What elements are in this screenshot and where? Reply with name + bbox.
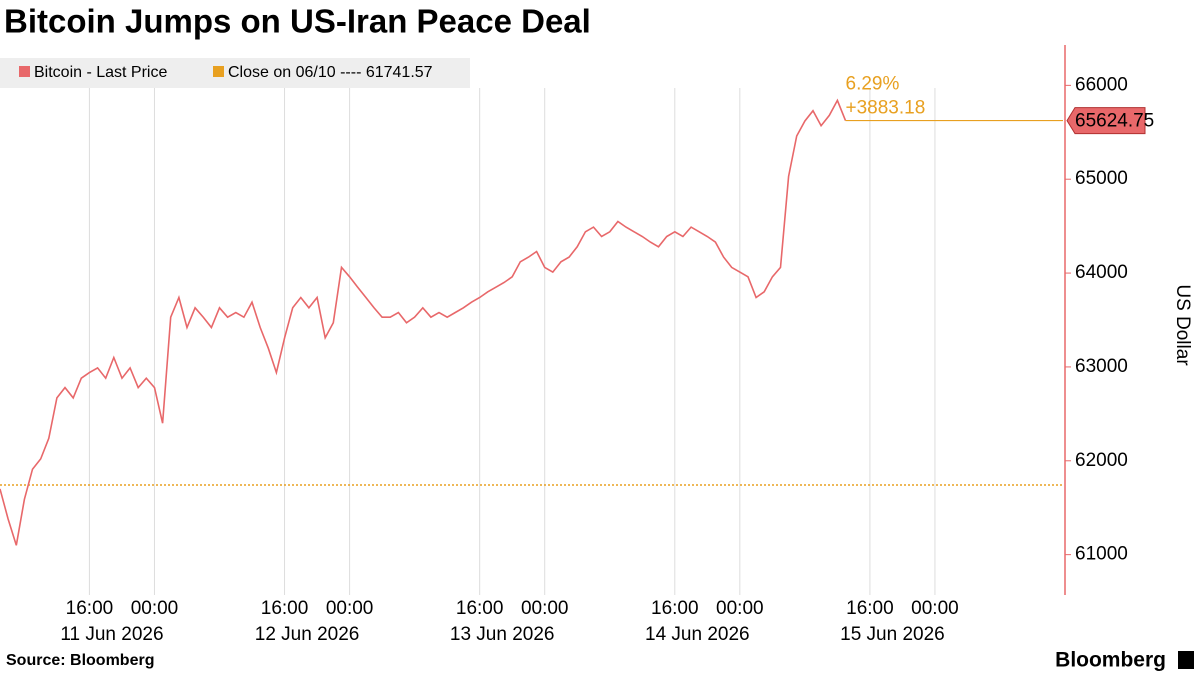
last-value-label: 65624.75: [1075, 111, 1154, 132]
y-tick-label: 66000: [1075, 74, 1128, 95]
chart-title: Bitcoin Jumps on US-Iran Peace Deal: [4, 3, 591, 40]
last-value-tag: [1066, 107, 1146, 135]
x-date-label: 15 Jun 2026: [840, 624, 945, 645]
x-date-label: 14 Jun 2026: [645, 624, 750, 645]
x-tick-label: 16:00: [261, 598, 309, 619]
x-tick-label: 00:00: [326, 598, 374, 619]
y-tick-label: 64000: [1075, 262, 1128, 283]
y-tick-label: 62000: [1075, 450, 1128, 471]
y-tick-label: 61000: [1075, 544, 1128, 565]
legend-label: Bitcoin - Last Price: [34, 64, 167, 81]
legend-label: Close on 06/10 ---- 61741.57: [228, 64, 433, 81]
legend-swatch: [213, 66, 224, 77]
brand-icon: [1178, 651, 1194, 669]
x-tick-label: 16:00: [456, 598, 504, 619]
x-tick-label: 16:00: [651, 598, 699, 619]
change-pct: 6.29%: [846, 74, 900, 95]
x-date-label: 11 Jun 2026: [60, 624, 163, 645]
legend-swatch: [19, 66, 30, 77]
x-date-label: 12 Jun 2026: [255, 624, 360, 645]
price-line: [0, 98, 847, 546]
y-tick-label: 65000: [1075, 168, 1128, 189]
source: Source: Bloomberg: [6, 652, 154, 669]
legend-box: [0, 58, 470, 88]
x-tick-label: 00:00: [716, 598, 764, 619]
x-date-label: 13 Jun 2026: [450, 624, 555, 645]
x-tick-label: 00:00: [911, 598, 959, 619]
y-tick-label: 63000: [1075, 356, 1128, 377]
x-tick-label: 16:00: [846, 598, 894, 619]
x-tick-label: 00:00: [521, 598, 569, 619]
x-tick-label: 16:00: [66, 598, 114, 619]
x-tick-label: 00:00: [131, 598, 179, 619]
y-axis-title: US Dollar: [1172, 284, 1193, 366]
brand: Bloomberg: [1055, 649, 1166, 672]
change-abs: +3883.18: [846, 98, 926, 119]
